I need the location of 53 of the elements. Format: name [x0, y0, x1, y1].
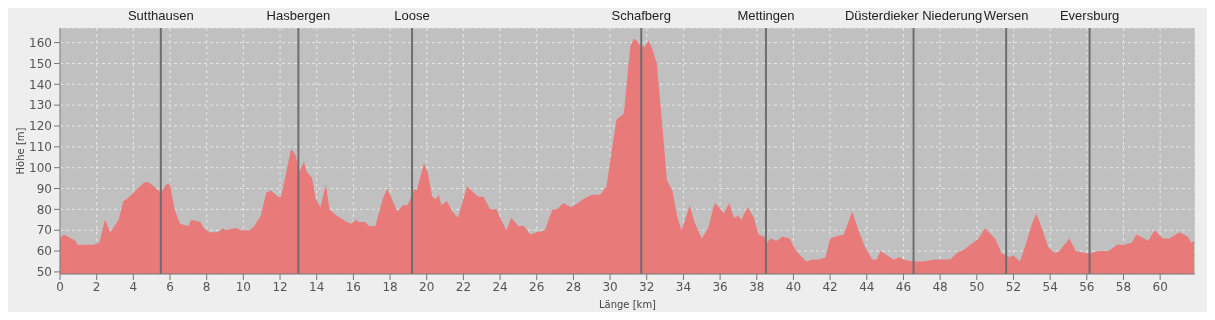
x-tick-label: 18 [382, 279, 398, 294]
ref-line-label: Eversburg [1059, 8, 1120, 23]
ref-line-label: Sutthausen [127, 8, 194, 23]
ref-line-label: Mettingen [737, 8, 795, 23]
x-tick-label: 54 [1042, 279, 1058, 294]
x-tick-label: 24 [492, 279, 508, 294]
y-axis-title: Höhe [m] [14, 127, 26, 175]
x-tick-label: 12 [272, 279, 288, 294]
x-tick-label: 2 [92, 279, 101, 294]
x-tick-label: 4 [129, 279, 138, 294]
x-tick-label: 34 [675, 279, 692, 294]
ref-line-label: Wersen [983, 8, 1029, 23]
x-tick-label: 6 [166, 279, 174, 294]
x-tick-label: 30 [602, 279, 618, 294]
y-tick-label: 100 [29, 160, 52, 175]
x-tick-label: 50 [969, 279, 985, 294]
x-tick-label: 52 [1005, 279, 1022, 294]
y-tick-label: 50 [36, 265, 52, 280]
y-tick-label: 80 [36, 202, 52, 217]
x-tick-label: 28 [565, 279, 582, 294]
x-tick-label: 60 [1152, 279, 1168, 294]
y-tick-label: 140 [29, 77, 52, 92]
x-tick-label: 16 [345, 279, 362, 294]
ref-line-label: Schafberg [611, 8, 671, 23]
y-tick-label: 120 [29, 119, 52, 134]
x-tick-label: 58 [1115, 279, 1132, 294]
y-tick-label: 150 [29, 56, 52, 71]
y-tick-label: 130 [29, 98, 52, 113]
x-tick-label: 14 [309, 279, 325, 294]
ref-line-label: Düsterdieker Niederung [844, 8, 983, 23]
x-tick-label: 44 [859, 279, 875, 294]
x-tick-label: 10 [235, 279, 251, 294]
x-axis-title: Länge [km] [598, 299, 657, 310]
x-tick-label: 46 [895, 279, 912, 294]
x-tick-label: 56 [1079, 279, 1095, 294]
ref-line-label: Hasbergen [266, 8, 331, 23]
x-tick-label: 48 [932, 279, 948, 294]
x-tick-label: 38 [749, 279, 765, 294]
x-tick-label: 22 [455, 279, 472, 294]
x-tick-label: 26 [529, 279, 545, 294]
x-tick-label: 0 [56, 279, 64, 294]
x-tick-label: 32 [639, 279, 655, 294]
y-tick-label: 60 [36, 244, 52, 259]
y-tick-label: 160 [29, 35, 52, 50]
ref-line-label: Loose [394, 8, 430, 23]
x-tick-label: 40 [785, 279, 802, 294]
x-tick-label: 42 [822, 279, 838, 294]
x-tick-label: 36 [712, 279, 728, 294]
x-tick-label: 20 [419, 279, 435, 294]
x-tick-label: 8 [202, 279, 211, 294]
y-tick-label: 70 [36, 223, 52, 238]
y-tick-label: 110 [29, 140, 52, 155]
y-tick-label: 90 [36, 181, 52, 196]
